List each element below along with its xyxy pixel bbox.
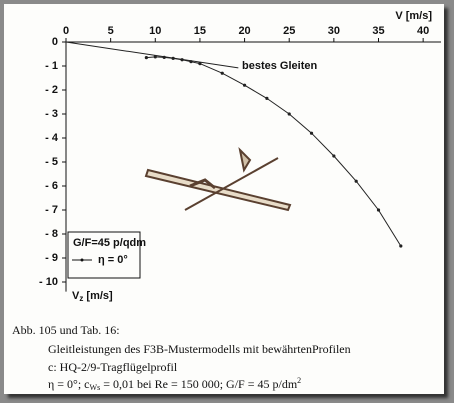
point bbox=[399, 244, 403, 248]
point bbox=[309, 131, 314, 135]
caption-line: c: HQ-2/9-Tragflügelprofil bbox=[48, 360, 178, 374]
y-tick-label: - 2 bbox=[45, 84, 58, 96]
glider-sketch bbox=[144, 146, 292, 212]
point bbox=[354, 179, 358, 183]
x-tick-label: 15 bbox=[194, 25, 206, 37]
point bbox=[242, 83, 247, 87]
caption-line: Gleitleistungen des F3B-Mustermodells mi… bbox=[48, 342, 351, 356]
point bbox=[332, 154, 336, 158]
y-tick-label: - 3 bbox=[45, 108, 58, 120]
legend-label: η = 0° bbox=[98, 254, 128, 266]
x-tick-label: 0 bbox=[63, 25, 69, 37]
y-tick-label: - 8 bbox=[45, 228, 58, 240]
series-line bbox=[146, 56, 402, 247]
legend-box bbox=[67, 231, 141, 279]
point bbox=[376, 208, 381, 212]
x-tick-label: 40 bbox=[417, 25, 429, 37]
page-frame bbox=[4, 4, 444, 394]
point bbox=[220, 71, 224, 75]
legend-title: G/F=45 p/qdm bbox=[73, 237, 146, 249]
point bbox=[153, 55, 157, 59]
point bbox=[265, 96, 269, 100]
y-tick-label: - 10 bbox=[39, 276, 58, 288]
point bbox=[144, 56, 148, 60]
y-tick-label: - 7 bbox=[45, 204, 58, 216]
x-axis-label: V [m/s] bbox=[395, 10, 432, 22]
caption-line: η = 0°; cWs = 0,01 bei Re = 150 000; G/F… bbox=[48, 376, 301, 392]
y-tick-label: - 6 bbox=[45, 180, 58, 192]
x-tick-label: 5 bbox=[108, 25, 114, 37]
caption-title: Abb. 105 und Tab. 16: bbox=[12, 323, 120, 337]
x-tick-label: 10 bbox=[149, 25, 161, 37]
x-tick-label: 35 bbox=[372, 25, 384, 37]
point bbox=[198, 62, 202, 66]
y-axis-label: Vz [m/s] bbox=[72, 290, 113, 303]
series-line bbox=[65, 41, 239, 69]
annotation: bestes Gleiten bbox=[242, 60, 317, 72]
y-tick-label: - 9 bbox=[45, 252, 58, 264]
x-tick-label: 20 bbox=[238, 25, 250, 37]
legend-symbol-marker bbox=[80, 258, 84, 262]
point bbox=[287, 112, 291, 116]
y-tick-label: 0 bbox=[52, 36, 58, 48]
x-tick-label: 30 bbox=[328, 25, 340, 37]
x-tick-label: 25 bbox=[283, 25, 295, 37]
y-tick-label: - 5 bbox=[45, 156, 58, 168]
y-tick-label: - 4 bbox=[45, 132, 59, 144]
y-tick-label: - 1 bbox=[45, 60, 58, 72]
